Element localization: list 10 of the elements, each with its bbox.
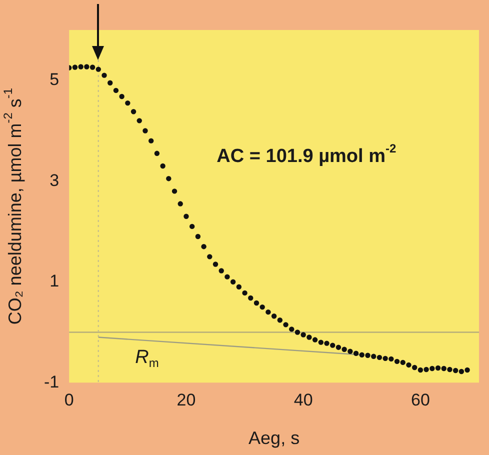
x-axis-title: Aeg, s xyxy=(248,428,300,448)
y-tick-label: -1 xyxy=(44,372,60,392)
x-tick-label: 60 xyxy=(410,390,430,410)
x-tick-label: 20 xyxy=(176,390,196,410)
x-tick-label: 0 xyxy=(64,390,74,410)
x-tick-label: 40 xyxy=(294,390,313,410)
y-tick-label: 3 xyxy=(50,170,60,190)
y-axis-title: CO₂ neeldumine, µmol m-2 s-1 xyxy=(1,88,25,325)
y-tick-label: 1 xyxy=(50,272,60,291)
y-tick-label: 5 xyxy=(50,70,60,90)
